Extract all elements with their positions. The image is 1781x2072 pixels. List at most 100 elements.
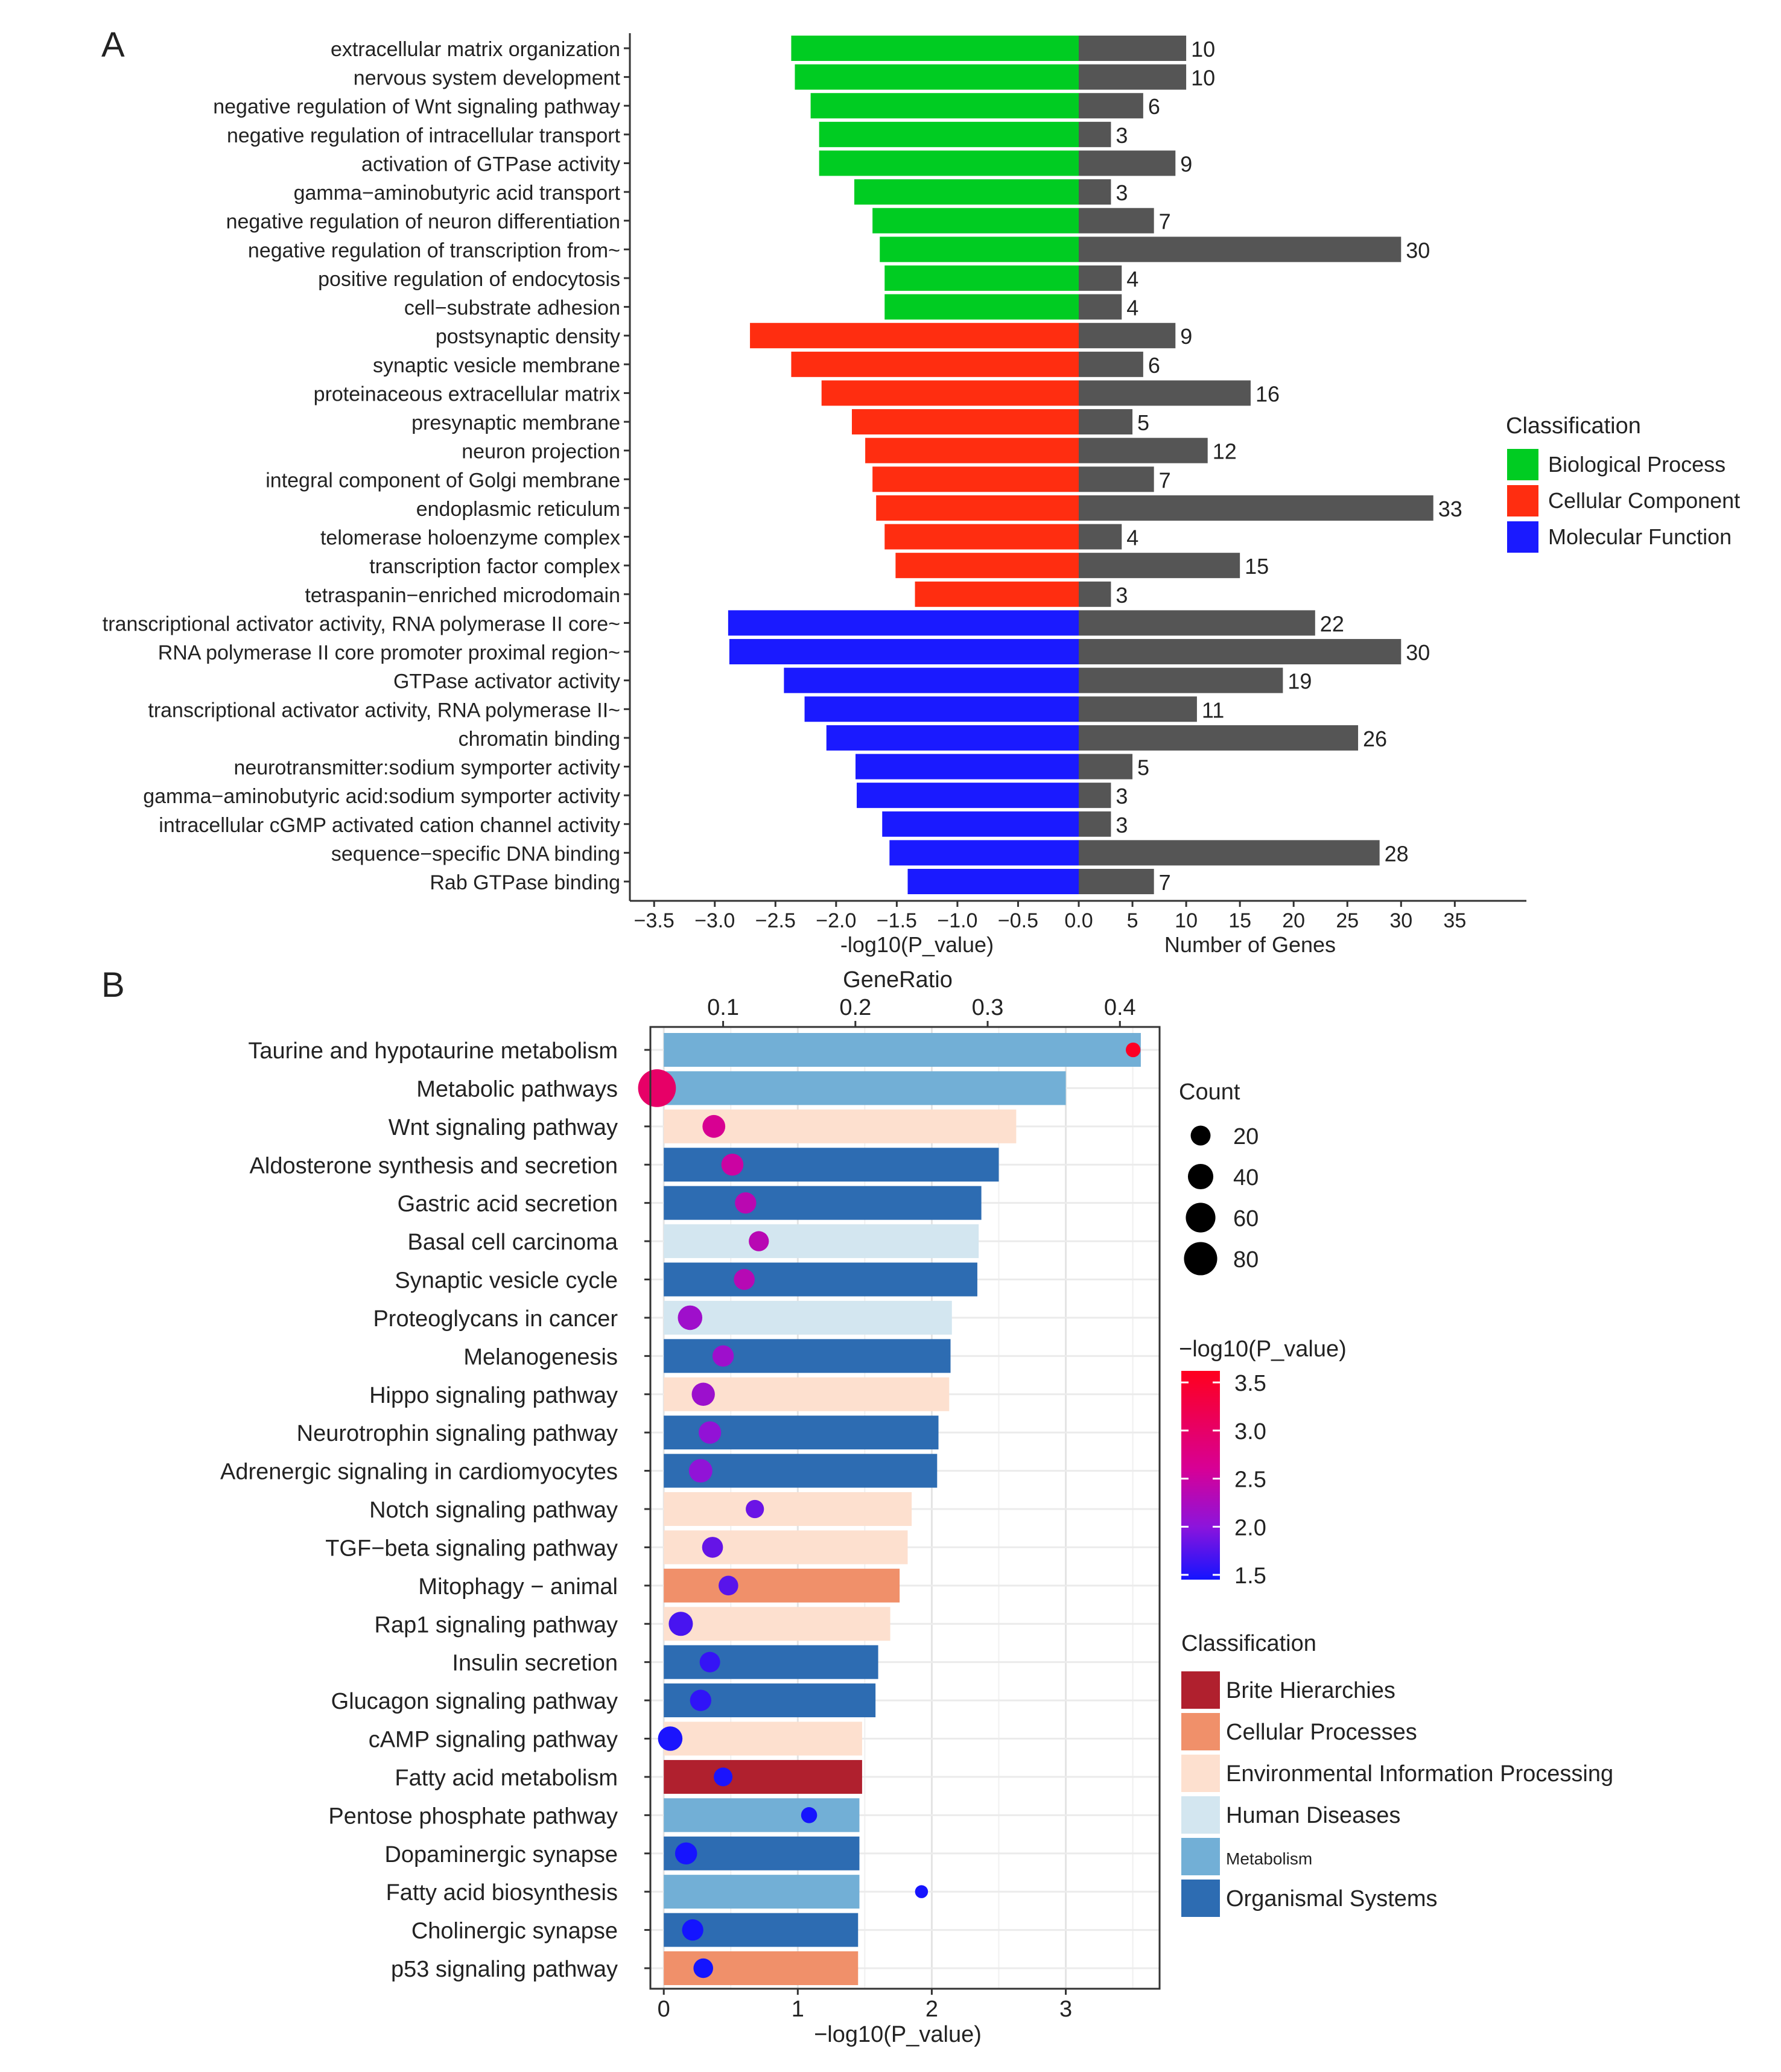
category-label: tetraspanin−enriched microdomain — [305, 584, 620, 607]
category-label: Rap1 signaling pathway — [375, 1612, 618, 1638]
pvalue-bar — [872, 466, 1079, 492]
gene-count-label: 3 — [1116, 180, 1128, 205]
gene-count-label: 9 — [1180, 324, 1192, 349]
gene-ratio-point — [682, 1919, 703, 1941]
x-tick-label: 0 — [658, 1997, 670, 2022]
x-tick-label: 25 — [1336, 909, 1359, 932]
pvalue-bar — [664, 1033, 1141, 1067]
gene-count-label: 15 — [1245, 554, 1269, 579]
gene-count-label: 26 — [1363, 726, 1387, 751]
class-legend-swatch — [1181, 1713, 1220, 1750]
category-label: chromatin binding — [459, 728, 620, 751]
category-label: Synaptic vesicle cycle — [395, 1268, 618, 1294]
category-label: Notch signaling pathway — [369, 1498, 618, 1523]
gene-ratio-point — [691, 1382, 715, 1406]
pvalue-bar — [664, 1721, 862, 1756]
gene-count-bar — [1079, 208, 1154, 234]
category-label: p53 signaling pathway — [391, 1957, 618, 1982]
pvalue-bar — [884, 294, 1079, 320]
panel-label-a: A — [101, 25, 125, 65]
gene-count-label: 7 — [1159, 209, 1171, 234]
gene-count-bar — [1079, 581, 1111, 607]
pvalue-bar — [907, 869, 1079, 894]
category-label: integral component of Golgi membrane — [265, 469, 620, 492]
plot-border — [649, 1026, 1161, 1990]
class-legend-label: Organismal Systems — [1226, 1886, 1438, 1912]
gene-count-label: 5 — [1137, 755, 1149, 780]
category-label: GTPase activator activity — [393, 670, 620, 693]
gene-ratio-point — [702, 1114, 726, 1138]
gene-count-label: 33 — [1438, 497, 1462, 521]
x-tick-label: 15 — [1228, 909, 1251, 932]
gene-count-bar — [1079, 351, 1143, 377]
gene-count-bar — [1079, 696, 1197, 722]
panel-label-b: B — [101, 965, 125, 1005]
gene-count-bar — [1079, 495, 1433, 521]
count-legend-dot — [1186, 1203, 1216, 1233]
gene-count-bar — [1079, 869, 1154, 894]
category-label: synaptic vesicle membrane — [373, 354, 620, 377]
category-label: Aldosterone synthesis and secretion — [250, 1153, 618, 1178]
category-label: Wnt signaling pathway — [389, 1115, 618, 1140]
pvalue-bar — [915, 581, 1079, 607]
x-tick-label: −1.0 — [937, 909, 977, 932]
class-legend-label: Metabolism — [1226, 1849, 1312, 1868]
pvalue-bar — [795, 64, 1079, 90]
gene-ratio-point — [699, 1421, 722, 1444]
top-tick-label: 0.3 — [972, 995, 1004, 1020]
category-label: extracellular matrix organization — [331, 38, 620, 61]
category-label: cAMP signaling pathway — [369, 1727, 618, 1753]
category-label: transcriptional activator activity, RNA … — [103, 612, 620, 635]
pvalue-bar — [729, 639, 1079, 665]
category-label: Fatty acid biosynthesis — [386, 1880, 618, 1905]
pvalue-bar — [880, 237, 1079, 262]
category-label: Adrenergic signaling in cardiomyocytes — [220, 1460, 618, 1485]
gene-count-bar — [1079, 36, 1187, 61]
category-label: Metabolic pathways — [416, 1076, 618, 1102]
panel-a: extracellular matrix organization 10 nervo… — [103, 33, 1740, 957]
colorbar-label: 3.5 — [1234, 1371, 1266, 1396]
colorbar-label: 3.0 — [1234, 1419, 1266, 1444]
category-label: transcription factor complex — [369, 555, 620, 578]
gene-count-label: 3 — [1116, 123, 1128, 148]
category-label: telomerase holoenzyme complex — [320, 527, 620, 550]
gene-count-bar — [1079, 754, 1133, 780]
class-legend-swatch — [1181, 1755, 1220, 1792]
gene-count-bar — [1079, 840, 1380, 866]
x-tick-label: −3.5 — [634, 909, 675, 932]
gene-count-bar — [1079, 64, 1187, 90]
count-legend-dot — [1187, 1163, 1214, 1190]
gene-count-bar — [1079, 121, 1111, 147]
category-label: activation of GTPase activity — [361, 153, 620, 176]
category-label: RNA polymerase II core promoter proximal… — [158, 641, 620, 664]
gene-count-label: 30 — [1406, 238, 1430, 262]
gene-count-bar — [1079, 811, 1111, 837]
pvalue-bar — [791, 351, 1079, 377]
category-label: Proteoglycans in cancer — [373, 1306, 618, 1332]
pvalue-bar — [884, 524, 1079, 550]
top-axis-title: GeneRatio — [843, 967, 953, 993]
pvalue-bar — [876, 495, 1079, 521]
gene-ratio-point — [749, 1231, 769, 1251]
category-label: Gastric acid secretion — [398, 1192, 618, 1217]
gene-count-label: 6 — [1148, 353, 1160, 378]
category-label: positive regulation of endocytosis — [318, 268, 620, 291]
colorbar-label: 1.5 — [1234, 1563, 1266, 1589]
category-label: gamma−aminobutyric acid:sodium symporter… — [143, 785, 620, 808]
gene-count-bar — [1079, 323, 1176, 349]
gene-count-label: 10 — [1191, 66, 1215, 91]
category-label: negative regulation of Wnt signaling pat… — [213, 95, 620, 118]
gene-count-label: 11 — [1202, 698, 1224, 722]
legend-label: Molecular Function — [1548, 524, 1732, 549]
legend-swatch — [1507, 485, 1538, 516]
x-tick-label: 5 — [1127, 909, 1138, 932]
category-label: Cholinergic synapse — [411, 1919, 618, 1944]
class-legend-title: Classification — [1181, 1631, 1316, 1656]
category-label: Glucagon signaling pathway — [331, 1689, 618, 1714]
pvalue-bar — [804, 696, 1079, 722]
category-label: Hippo signaling pathway — [369, 1383, 618, 1408]
gene-count-bar — [1079, 667, 1283, 693]
gene-count-label: 7 — [1159, 870, 1171, 895]
x-tick-label: −2.0 — [816, 909, 856, 932]
gene-ratio-point — [638, 1069, 676, 1107]
